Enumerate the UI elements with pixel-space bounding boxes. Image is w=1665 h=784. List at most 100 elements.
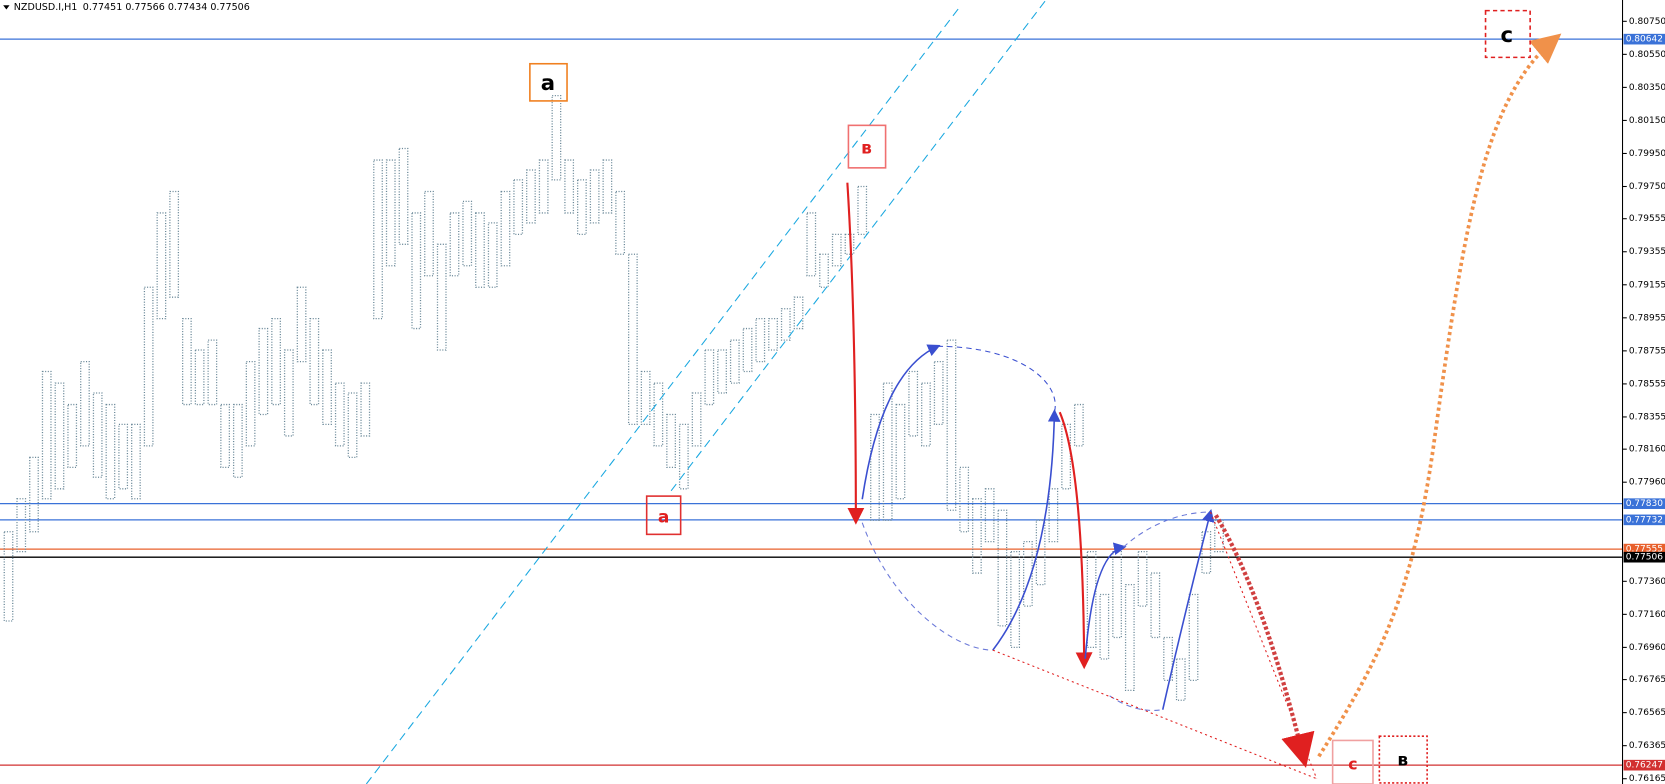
y-tick-label: 0.76365 <box>1629 741 1665 751</box>
level-label: 0.77732 <box>1626 515 1663 525</box>
price-bar <box>3 531 14 622</box>
price-bar <box>1188 593 1199 682</box>
channel-line <box>670 0 1047 492</box>
price-bar <box>143 286 154 447</box>
price-bar <box>220 403 230 468</box>
price-bar <box>1048 488 1059 543</box>
menu-icon <box>3 5 10 10</box>
price-bar <box>921 382 931 447</box>
price-bar <box>16 498 27 553</box>
price-bar <box>717 349 727 394</box>
price-bar <box>551 95 562 181</box>
price-bar <box>156 212 167 320</box>
price-bar <box>742 327 753 373</box>
quote: 0.77451 0.77566 0.77434 0.77506 <box>83 2 250 13</box>
price-bar <box>704 349 715 406</box>
label-box <box>847 124 887 169</box>
label-box <box>529 62 568 102</box>
dashed-curve <box>1123 511 1211 548</box>
price-bar <box>194 349 205 406</box>
wave-label: c <box>1500 23 1513 48</box>
price-bar <box>564 159 575 214</box>
level-label: 0.76247 <box>1626 761 1663 771</box>
price-axis: 0.80750 0.80550 0.80350 0.80150 0.79950 0.797… <box>1622 17 1665 784</box>
price-bar <box>959 466 970 533</box>
price-bar <box>1137 550 1148 607</box>
arrow <box>1317 33 1562 758</box>
price-bar <box>933 360 944 426</box>
y-tick-label: 0.79950 <box>1629 149 1665 159</box>
price-bar <box>182 318 192 406</box>
symbol: NZDUSD.I,H1 <box>14 2 78 13</box>
arrow <box>1214 514 1315 768</box>
price-bar <box>1073 403 1084 447</box>
arrow <box>1058 411 1093 670</box>
price-bar <box>309 318 320 406</box>
label-box <box>1331 739 1374 784</box>
level-tag <box>1623 759 1665 771</box>
arrow <box>1084 542 1127 659</box>
y-tick-label: 0.78160 <box>1629 445 1665 455</box>
y-tick-label: 0.80550 <box>1629 50 1665 60</box>
price-bar <box>1035 519 1046 586</box>
price-bar <box>131 423 141 500</box>
drawings <box>365 0 1562 784</box>
price-bar <box>54 382 65 490</box>
y-tick-label: 0.80150 <box>1629 116 1665 126</box>
price-bar <box>1086 550 1097 649</box>
price-bar <box>602 159 613 214</box>
arrow <box>861 344 941 500</box>
price-bar <box>640 370 651 426</box>
price-bar <box>513 179 524 236</box>
label-box <box>1378 735 1428 784</box>
price-bar <box>831 233 842 267</box>
price-bar <box>283 349 294 437</box>
level-tag <box>1623 543 1665 555</box>
price-bar <box>500 190 511 267</box>
wave-label: a <box>658 507 669 527</box>
price-bar <box>1163 636 1173 682</box>
price-bar <box>245 360 256 447</box>
arrow <box>1161 508 1215 710</box>
price-bar <box>780 308 791 341</box>
label-box <box>1484 9 1531 59</box>
price-bar <box>1010 550 1021 649</box>
price-bar <box>271 318 281 406</box>
price-bar <box>67 403 78 468</box>
y-tick-label: 0.79355 <box>1629 247 1665 257</box>
price-bar <box>105 403 116 500</box>
price-bar <box>385 159 396 267</box>
price-bar <box>373 159 383 320</box>
price-bar <box>946 339 957 511</box>
price-bar <box>169 190 180 298</box>
price-bar <box>844 233 855 255</box>
price-bar <box>207 339 218 406</box>
levels <box>0 38 1623 766</box>
price-bar <box>691 392 702 447</box>
price-bar <box>589 169 600 224</box>
price-bar <box>436 243 447 351</box>
level-tag <box>1623 551 1665 563</box>
y-tick-label: 0.79750 <box>1629 182 1665 192</box>
price-bar <box>41 370 52 500</box>
price-bar <box>806 212 817 277</box>
price-bar <box>653 382 664 447</box>
price-bar <box>462 200 473 267</box>
price-bar <box>347 392 358 459</box>
y-tick-label: 0.78555 <box>1629 379 1665 389</box>
y-tick-label: 0.80750 <box>1629 17 1665 27</box>
price-bar <box>334 382 345 447</box>
price-bar <box>1112 550 1122 639</box>
price-bar <box>296 286 307 363</box>
price-bar <box>1099 593 1110 660</box>
wave-label: в <box>1397 751 1408 771</box>
level-label: 0.77555 <box>1626 545 1663 555</box>
level-label: 0.80642 <box>1626 35 1663 45</box>
channel-line <box>365 4 962 784</box>
price-bar <box>258 327 269 416</box>
trend-line <box>992 649 1317 780</box>
price-bar <box>424 190 434 277</box>
price-bar <box>1214 519 1224 553</box>
price-bar <box>1061 423 1071 490</box>
